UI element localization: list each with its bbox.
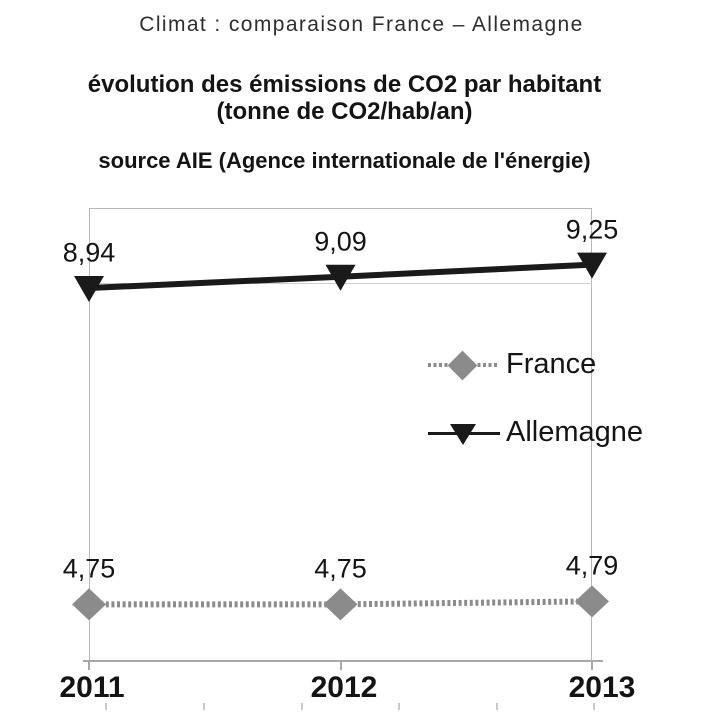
ruler-tick xyxy=(301,703,303,710)
ruler-tick xyxy=(496,703,498,710)
data-label-allemagne-2013: 9,25 xyxy=(565,214,619,245)
ruler-tick xyxy=(398,703,400,710)
x-axis-label-2012: 2012 xyxy=(310,671,378,704)
x-axis-tick-2013 xyxy=(591,661,593,670)
x-axis-label-2011: 2011 xyxy=(59,671,125,704)
x-axis-tick-2011 xyxy=(88,661,90,670)
chart-title-line1: évolution des émissions de CO2 par habit… xyxy=(87,71,602,98)
legend-label-france: France xyxy=(506,348,597,380)
data-label-france-2012: 4,75 xyxy=(314,553,367,584)
chart-title: évolution des émissions de CO2 par habit… xyxy=(0,71,696,125)
ruler-tick xyxy=(105,703,107,710)
x-axis-line xyxy=(83,660,603,662)
gridline-y9 xyxy=(90,283,592,284)
chart-title-line2: (tonne de CO2/hab/an) xyxy=(216,98,473,125)
ruler-tick xyxy=(593,703,595,710)
data-label-france-2011: 4,75 xyxy=(62,553,116,584)
x-axis-tick-2012 xyxy=(340,661,342,670)
data-label-france-2013: 4,79 xyxy=(565,550,619,581)
data-label-allemagne-2011: 8,94 xyxy=(62,237,116,268)
plot-area xyxy=(89,208,592,660)
legend-label-allemagne: Allemagne xyxy=(506,416,644,448)
allemagne-triangle-icon xyxy=(450,424,476,445)
chart-source: source AIE (Agence internationale de l'é… xyxy=(98,148,591,173)
ruler-tick xyxy=(203,703,205,710)
page-title: Climat : comparaison France – Allemagne xyxy=(139,13,584,36)
x-axis-label-2013: 2013 xyxy=(568,671,636,704)
data-label-allemagne-2012: 9,09 xyxy=(314,226,367,257)
